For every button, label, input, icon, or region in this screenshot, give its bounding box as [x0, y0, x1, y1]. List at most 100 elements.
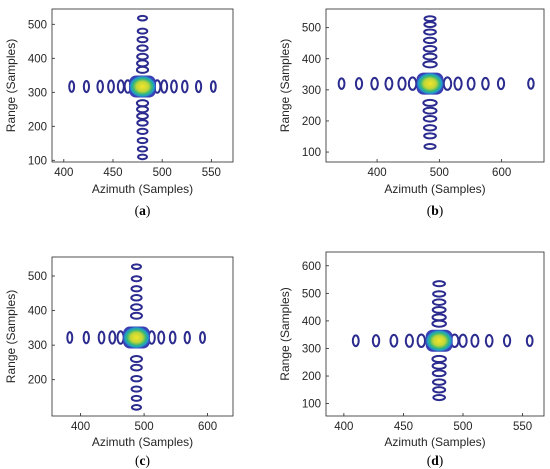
- x-tick-label: 500: [430, 167, 449, 179]
- azimuth-sidelobe: [527, 77, 535, 90]
- azimuth-sidelobe: [389, 333, 399, 348]
- y-tick-label: 300: [302, 343, 321, 355]
- x-axis-label: Azimuth (Samples): [384, 435, 485, 449]
- x-tick-label: 600: [198, 421, 217, 433]
- range-sidelobe: [130, 374, 143, 383]
- range-sidelobe: [432, 290, 447, 298]
- mainlobe-peak: [416, 72, 444, 95]
- azimuth-sidelobe: [525, 334, 534, 348]
- y-tick-label: 400: [28, 53, 47, 65]
- mainlobe-peak: [129, 75, 156, 98]
- x-tick-label: 600: [492, 167, 511, 179]
- azimuth-sidelobe: [404, 333, 414, 348]
- azimuth-sidelobe: [160, 79, 169, 94]
- range-sidelobe: [423, 143, 437, 150]
- azimuth-sidelobe: [354, 77, 364, 91]
- y-axis-label: Range (Samples): [4, 39, 18, 132]
- range-sidelobe: [423, 21, 437, 28]
- x-tick-label: 400: [54, 167, 73, 179]
- x-tick-label: 400: [367, 167, 386, 179]
- y-tick-label: 200: [302, 371, 321, 383]
- x-axis-label: Azimuth (Samples): [92, 182, 193, 196]
- caption-letter: d: [431, 453, 439, 468]
- contour-layer: [337, 15, 535, 150]
- x-tick-label: 450: [394, 421, 413, 433]
- azimuth-sidelobe: [502, 334, 512, 348]
- azimuth-sidelobe: [96, 79, 104, 94]
- azimuth-sidelobe: [209, 80, 217, 93]
- x-tick-label: 500: [134, 421, 153, 433]
- y-tick-label: 300: [28, 87, 47, 99]
- x-axis-label: Azimuth (Samples): [92, 435, 193, 449]
- range-sidelobe: [431, 354, 447, 364]
- x-axis-label: Azimuth (Samples): [384, 182, 485, 196]
- panel-b: 400 500 600 100 200 300 400 500 Azimuth (Sample…: [278, 8, 545, 218]
- caption: (a): [135, 203, 151, 218]
- azimuth-sidelobe: [370, 76, 379, 91]
- y-tick-label: 400: [28, 306, 47, 318]
- caption: (c): [135, 453, 150, 468]
- caption: (b): [427, 203, 444, 218]
- azimuth-sidelobe: [97, 330, 106, 345]
- range-sidelobe: [432, 386, 447, 394]
- azimuth-sidelobe: [407, 76, 418, 91]
- range-sidelobe: [432, 393, 446, 402]
- panel-d: 400 450 500 550 100 200 300 400 500 600 Azimuth (…: [278, 251, 545, 468]
- range-sidelobe: [136, 44, 149, 52]
- y-axis-label: Range (Samples): [4, 290, 18, 383]
- y-tick-label: 500: [302, 23, 321, 35]
- azimuth-sidelobe: [183, 330, 191, 345]
- range-sidelobe: [422, 45, 438, 53]
- azimuth-sidelobe: [466, 76, 476, 91]
- azimuth-sidelobe: [470, 333, 480, 348]
- contour-layer: [66, 263, 207, 411]
- range-sidelobe: [431, 305, 447, 314]
- tick-layer: 400 450 500 550 100 200 300 400 500 600: [302, 261, 532, 433]
- range-sidelobe: [137, 14, 148, 22]
- range-sidelobe: [136, 127, 149, 136]
- azimuth-sidelobe: [82, 330, 90, 345]
- y-tick-label: 200: [28, 375, 47, 387]
- y-tick-label: 400: [302, 54, 321, 66]
- tick-layer: 400 500 600 200 300 400 500: [28, 271, 217, 433]
- azimuth-sidelobe: [416, 333, 427, 349]
- azimuth-sidelobe: [68, 80, 76, 93]
- range-sidelobe: [130, 294, 143, 302]
- tick-layer: 400 450 500 550 100 200 300 400 500: [28, 19, 221, 179]
- contour-layer: [68, 14, 217, 161]
- mainlobe-peak: [122, 326, 150, 349]
- x-tick-label: 550: [202, 167, 221, 179]
- range-sidelobe: [432, 280, 446, 288]
- x-tick-label: 400: [71, 421, 90, 433]
- range-sidelobe: [129, 311, 143, 320]
- range-sidelobe: [431, 378, 447, 386]
- range-sidelobe: [422, 124, 438, 132]
- y-axis-label: Range (Samples): [278, 39, 292, 132]
- range-sidelobe: [130, 285, 143, 293]
- azimuth-sidelobe: [496, 77, 506, 91]
- y-tick-label: 100: [302, 399, 321, 411]
- azimuth-sidelobe: [107, 79, 115, 94]
- azimuth-sidelobe: [397, 76, 407, 91]
- y-axis-label: Range (Samples): [278, 287, 292, 380]
- range-sidelobe: [422, 98, 438, 107]
- azimuth-sidelobe: [157, 330, 166, 345]
- range-sidelobe: [136, 137, 149, 145]
- azimuth-sidelobe: [82, 79, 91, 94]
- range-sidelobe: [136, 27, 149, 35]
- caption-letter: c: [140, 453, 146, 468]
- x-tick-label: 500: [453, 421, 472, 433]
- range-sidelobe: [130, 263, 142, 270]
- azimuth-sidelobe: [484, 333, 494, 348]
- y-tick-label: 200: [302, 116, 321, 128]
- range-sidelobe: [136, 145, 149, 153]
- azimuth-sidelobe: [194, 79, 203, 94]
- azimuth-sidelobe: [108, 330, 117, 345]
- azimuth-sidelobe: [181, 79, 189, 94]
- caption: (d): [427, 453, 444, 468]
- y-tick-label: 500: [28, 19, 47, 31]
- azimuth-sidelobe: [66, 331, 74, 344]
- range-sidelobe: [422, 52, 438, 61]
- azimuth-sidelobe: [458, 333, 468, 348]
